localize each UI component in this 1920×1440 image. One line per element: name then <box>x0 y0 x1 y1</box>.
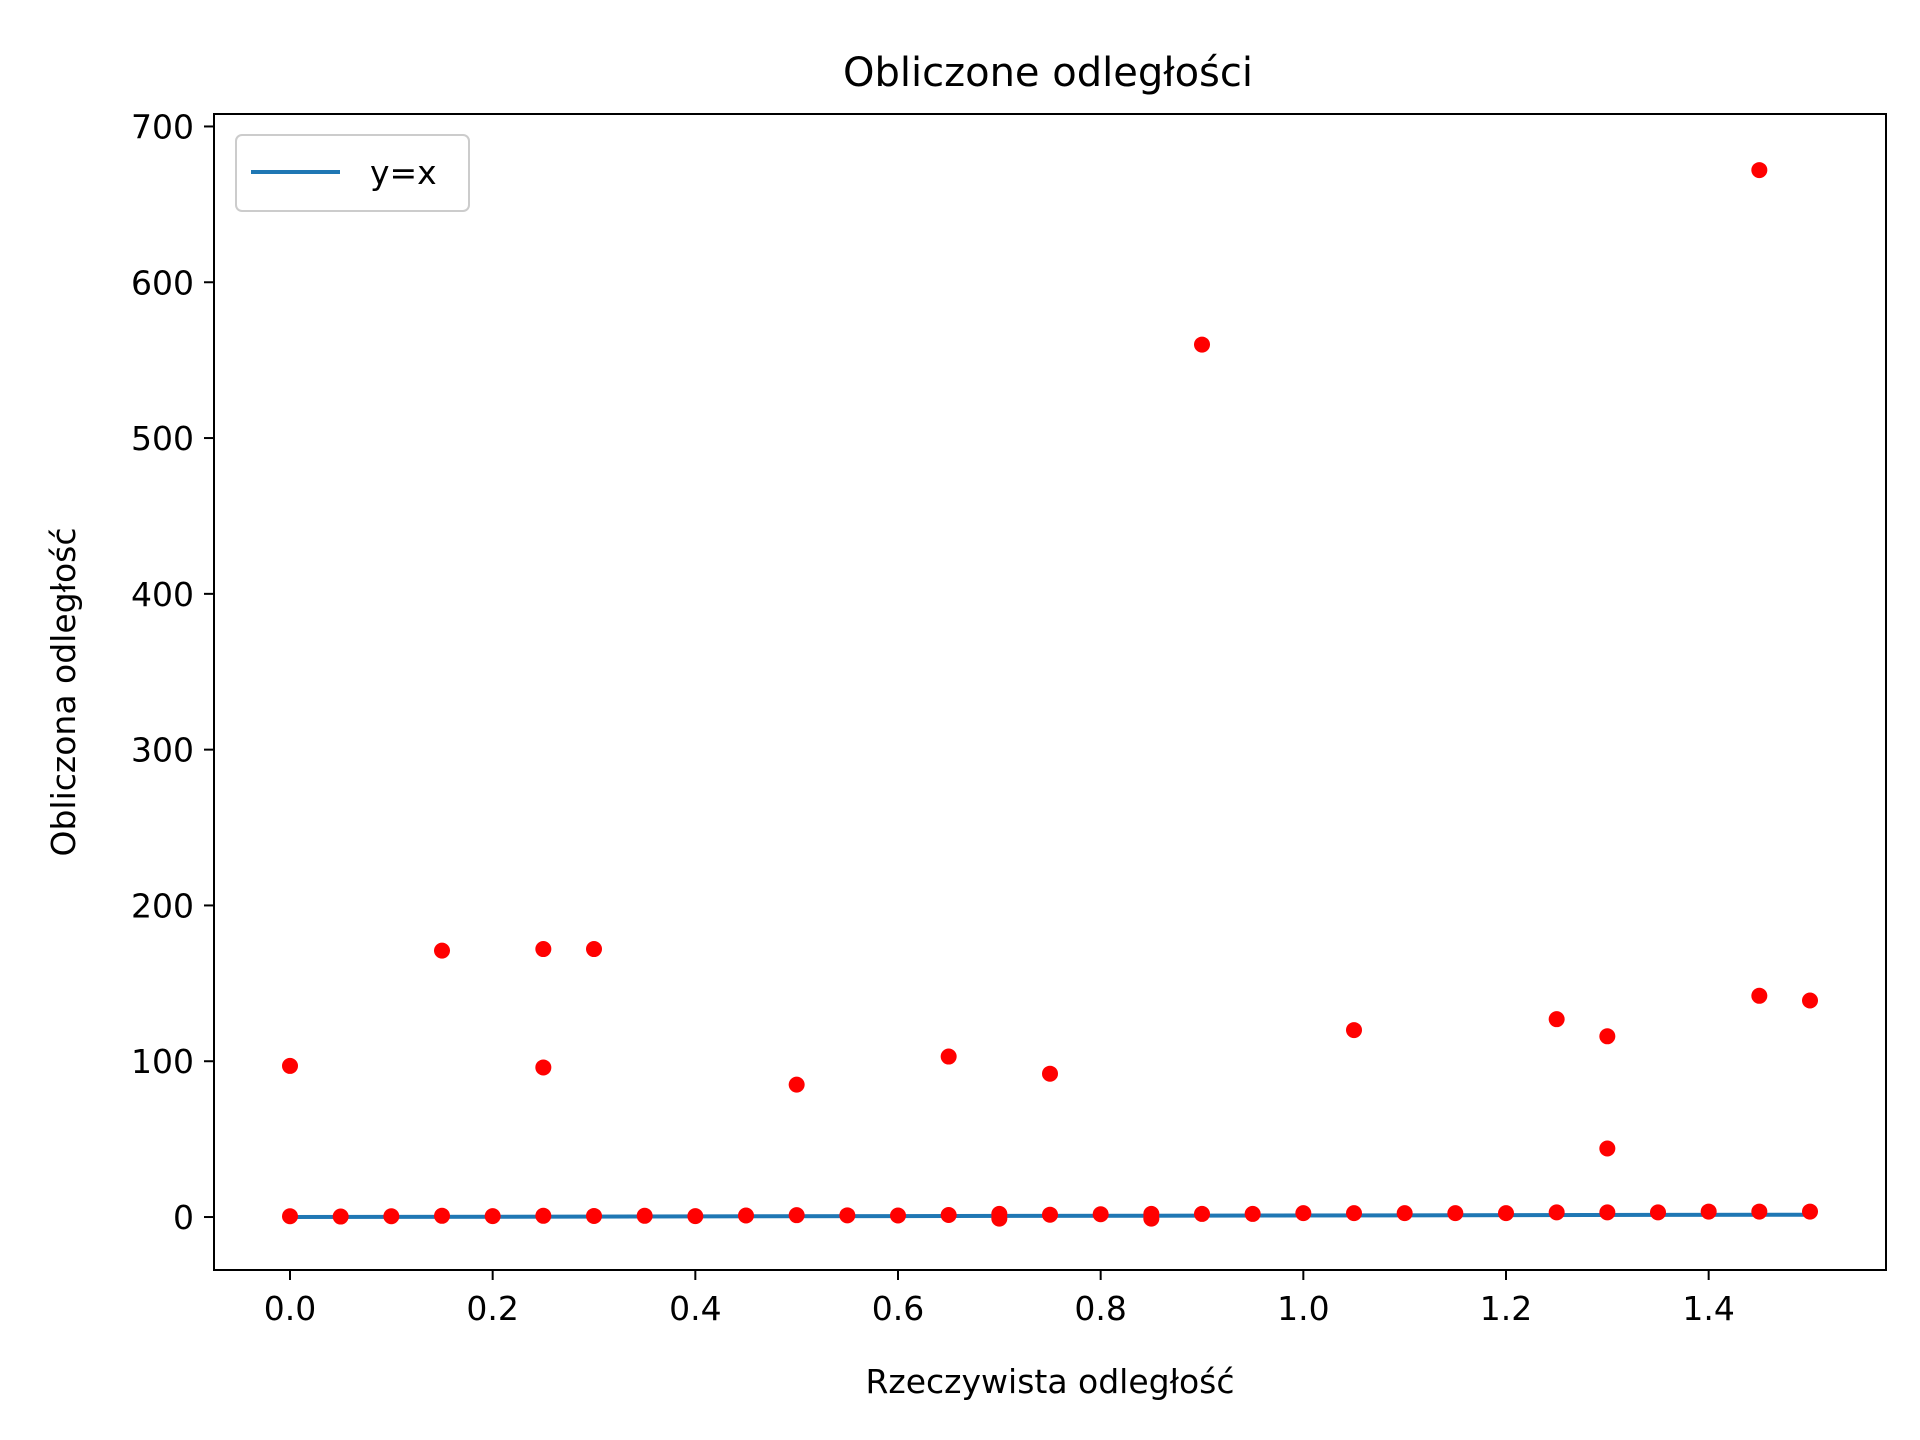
scatter-point <box>383 1208 400 1225</box>
y-tick-label: 100 <box>131 1042 194 1081</box>
scatter-point <box>1396 1205 1413 1222</box>
y-tick-label: 600 <box>131 263 194 302</box>
scatter-point <box>332 1208 349 1225</box>
x-tick-label: 1.4 <box>1682 1289 1734 1328</box>
legend: y=x <box>235 134 470 212</box>
scatter-point <box>1599 1028 1616 1045</box>
legend-label: y=x <box>370 153 437 192</box>
scatter-point <box>839 1207 856 1224</box>
scatter-point <box>1650 1204 1666 1221</box>
scatter-point <box>282 1057 298 1074</box>
x-tick-label: 0.4 <box>669 1289 721 1328</box>
y-axis-label: Obliczona odległość <box>44 527 83 856</box>
scatter-point <box>1143 1205 1160 1222</box>
x-tick-label: 0.8 <box>1074 1289 1126 1328</box>
scatter-point <box>1498 1205 1514 1222</box>
scatter-point <box>1548 1204 1565 1221</box>
y-tick-label: 400 <box>131 575 194 614</box>
scatter-point <box>1548 1011 1565 1028</box>
y-tick-label: 500 <box>131 419 194 458</box>
scatter-point <box>1194 336 1210 353</box>
y-tick-label: 700 <box>131 107 194 146</box>
scatter-point <box>788 1207 805 1224</box>
scatter-point <box>434 1207 450 1224</box>
legend-box <box>235 134 470 212</box>
scatter-point <box>1092 1206 1109 1223</box>
scatter-point <box>1346 1205 1362 1222</box>
scatter-point <box>586 1207 602 1224</box>
scatter-point <box>282 1208 298 1225</box>
scatter-point <box>1447 1205 1464 1222</box>
scatter-point <box>636 1207 653 1224</box>
scatter-point <box>1599 1204 1616 1221</box>
scatter-point <box>1244 1205 1261 1222</box>
scatter-point <box>1599 1140 1616 1157</box>
scatter-point <box>1751 987 1768 1004</box>
scatter-point <box>434 942 450 959</box>
scatter-point <box>1295 1205 1312 1222</box>
scatter-point <box>738 1207 754 1224</box>
x-axis: 0.0 0.2 0.4 0.6 0.8 1.0 1.2 1.4 <box>264 1270 1735 1328</box>
scatter-point <box>1346 1022 1362 1039</box>
y-tick-label: 200 <box>131 886 194 925</box>
x-tick-label: 0.2 <box>466 1289 518 1328</box>
x-tick-label: 1.2 <box>1480 1289 1532 1328</box>
scatter-point <box>1751 1203 1768 1220</box>
scatter-point <box>1042 1206 1058 1223</box>
scatter-point <box>890 1207 906 1224</box>
x-axis-label: Rzeczywista odległość <box>865 1362 1234 1401</box>
scatter-point <box>687 1208 704 1225</box>
scatter-point <box>535 941 552 958</box>
scatter-point <box>1700 1203 1717 1220</box>
scatter-point <box>1802 992 1818 1009</box>
plot-area <box>282 162 1818 1227</box>
x-tick-label: 0.6 <box>872 1289 924 1328</box>
scatter-point <box>1751 162 1768 179</box>
chart-title: Obliczone odległości <box>843 50 1253 96</box>
y-axis: 0 100 200 300 400 500 600 700 <box>131 107 214 1237</box>
scatter-point <box>788 1076 805 1093</box>
scatter-point <box>991 1205 1008 1222</box>
axes-frame <box>213 113 1887 1271</box>
scatter-point <box>1042 1065 1058 1082</box>
scatter-point <box>940 1048 957 1065</box>
y-tick-label: 300 <box>131 731 194 770</box>
y-tick-label: 0 <box>173 1198 194 1237</box>
scatter-point <box>535 1207 552 1224</box>
scatter-point <box>586 941 602 958</box>
scatter-point <box>940 1207 957 1224</box>
scatter-point <box>484 1208 501 1225</box>
scatter-point <box>1194 1205 1210 1222</box>
scatter-point <box>1802 1203 1818 1220</box>
scatter-point <box>535 1059 552 1076</box>
x-tick-label: 0.0 <box>264 1289 316 1328</box>
x-tick-label: 1.0 <box>1277 1289 1329 1328</box>
